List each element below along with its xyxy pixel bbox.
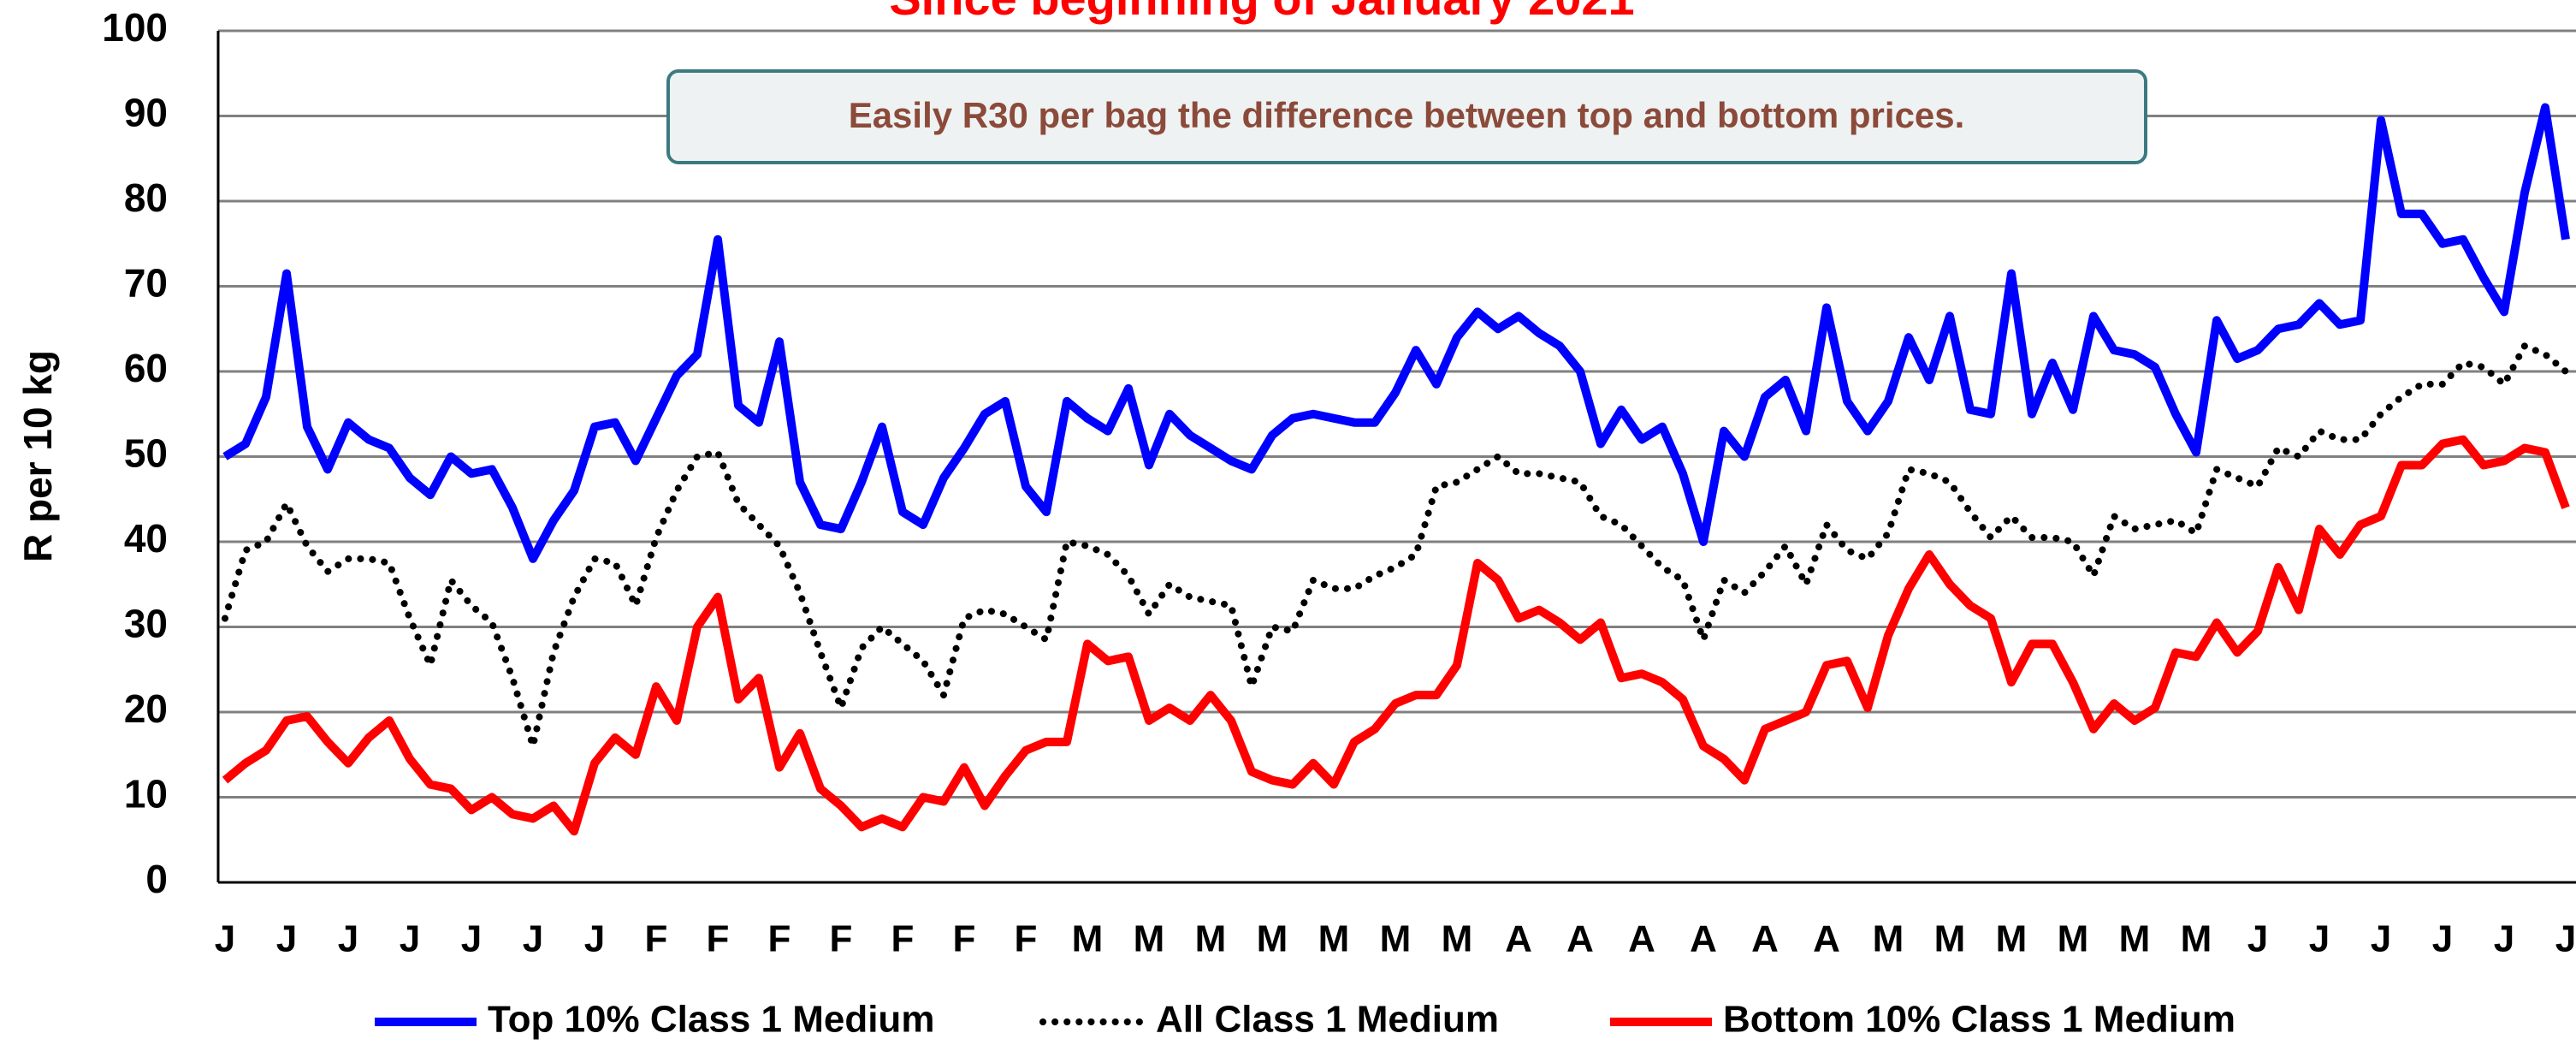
y-tick-label: 100 <box>102 5 168 50</box>
x-tick-label: J <box>338 918 358 960</box>
x-tick-label: A <box>1690 918 1717 960</box>
x-tick-label: M <box>1134 918 1165 960</box>
y-tick-label: 40 <box>124 516 168 561</box>
x-tick-label: M <box>2181 918 2212 960</box>
x-tick-label: J <box>400 918 420 960</box>
data-line <box>222 435 2570 836</box>
x-tick-label: J <box>461 918 482 960</box>
x-tick-label: J <box>2432 918 2453 960</box>
x-tick-label: M <box>1318 918 1350 960</box>
x-tick-label: M <box>2119 918 2151 960</box>
data-line <box>222 103 2570 563</box>
x-tick-label: A <box>1505 918 1532 960</box>
x-tick-label: A <box>1628 918 1655 960</box>
y-tick-label: 80 <box>124 175 168 220</box>
x-tick-label: J <box>276 918 297 960</box>
y-tick-label: 70 <box>124 261 168 306</box>
x-tick-label: J <box>2309 918 2330 960</box>
x-tick-label: M <box>1380 918 1412 960</box>
x-tick-label: J <box>2494 918 2514 960</box>
y-axis-label: R per 10 kg <box>15 350 60 562</box>
annotation: Easily R30 per bag the difference betwee… <box>849 95 1965 135</box>
x-tick-label: J <box>2247 918 2268 960</box>
x-tick-label: M <box>1195 918 1227 960</box>
y-tick-label: 30 <box>124 602 168 646</box>
chart-title: Since beginning of January 2021 <box>889 0 1634 25</box>
legend-label: All Class 1 Medium <box>1156 999 1499 1041</box>
y-tick-label: 50 <box>124 431 168 476</box>
x-tick-label: J <box>215 918 235 960</box>
x-tick-label: F <box>891 918 915 960</box>
x-tick-label: J <box>584 918 605 960</box>
x-tick-label: A <box>1566 918 1594 960</box>
x-tick-label: F <box>953 918 976 960</box>
x-tick-label: A <box>1751 918 1779 960</box>
x-tick-label: F <box>830 918 853 960</box>
x-tick-label: M <box>1072 918 1104 960</box>
x-tick-label: A <box>1813 918 1840 960</box>
annotation-box <box>666 69 2147 164</box>
x-tick-label: J <box>523 918 543 960</box>
x-tick-label: M <box>2058 918 2089 960</box>
data-line <box>222 341 2569 760</box>
y-tick-label: 0 <box>145 857 168 901</box>
y-tick-label: 10 <box>124 772 168 816</box>
x-tick-label: M <box>1996 918 2028 960</box>
x-tick-label: M <box>1934 918 1966 960</box>
y-tick-label: 90 <box>124 91 168 135</box>
y-tick-label: 20 <box>124 686 168 731</box>
x-tick-label: F <box>768 918 791 960</box>
legend-label: Bottom 10% Class 1 Medium <box>1723 999 2235 1041</box>
x-tick-label: F <box>707 918 730 960</box>
y-tick-label: 60 <box>124 346 168 390</box>
x-tick-label: M <box>1873 918 1904 960</box>
x-tick-label: M <box>1257 918 1288 960</box>
x-tick-label: M <box>1442 918 1473 960</box>
x-tick-label: J <box>2371 918 2391 960</box>
x-tick-label: F <box>645 918 668 960</box>
x-tick-label: J <box>2555 918 2576 960</box>
legend-label: Top 10% Class 1 Medium <box>488 999 934 1041</box>
x-tick-label: F <box>1015 918 1038 960</box>
